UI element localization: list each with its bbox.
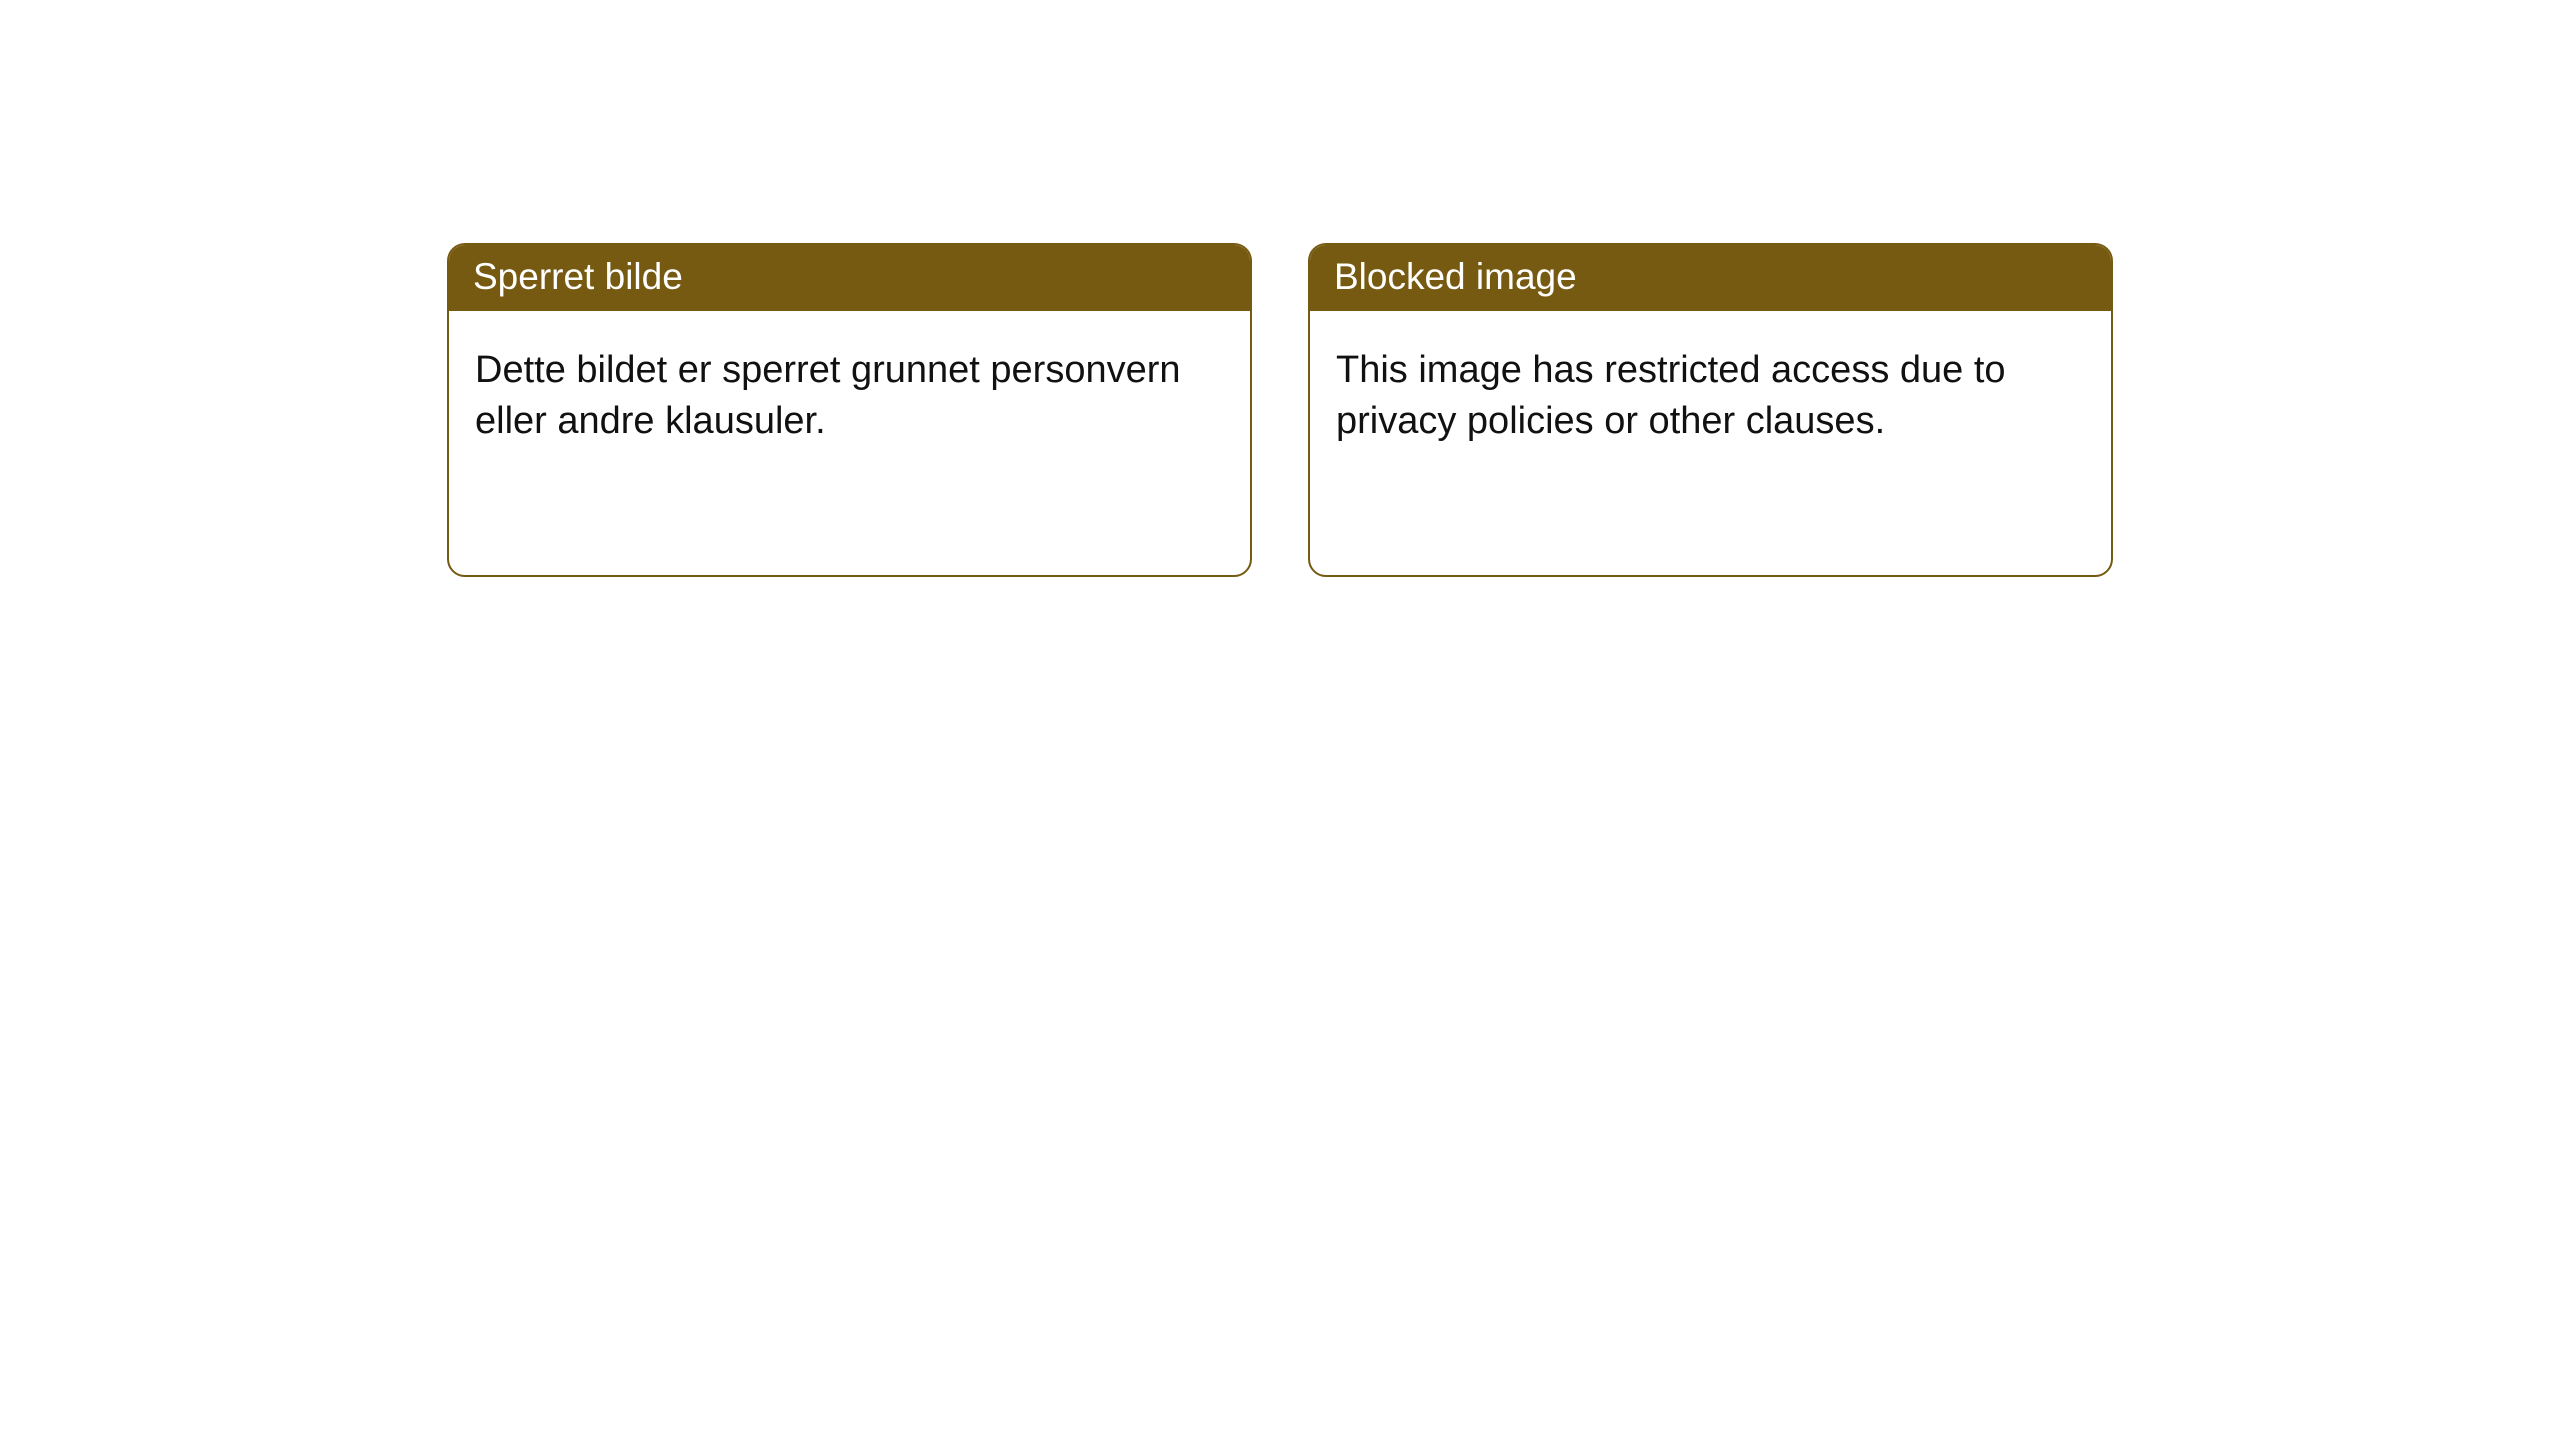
notice-body: This image has restricted access due to … [1310,311,2111,482]
notice-box-norwegian: Sperret bilde Dette bildet er sperret gr… [447,243,1252,577]
notice-header: Sperret bilde [449,245,1250,311]
notice-body: Dette bildet er sperret grunnet personve… [449,311,1250,482]
notice-header: Blocked image [1310,245,2111,311]
notice-box-english: Blocked image This image has restricted … [1308,243,2113,577]
notice-container: Sperret bilde Dette bildet er sperret gr… [0,0,2560,577]
